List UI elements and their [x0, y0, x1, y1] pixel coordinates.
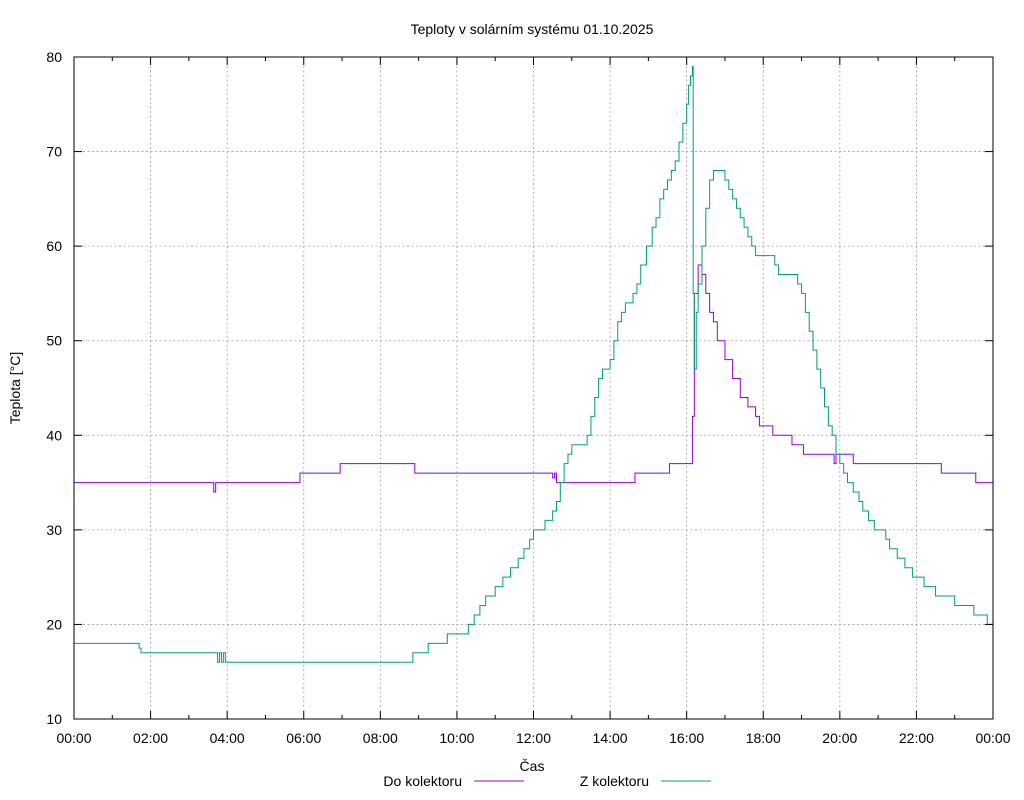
x-tick-label: 16:00	[669, 730, 704, 746]
y-tick-label: 80	[46, 49, 62, 65]
x-tick-label: 02:00	[133, 730, 168, 746]
y-tick-label: 40	[46, 427, 62, 443]
x-tick-label: 14:00	[593, 730, 628, 746]
y-tick-label: 20	[46, 616, 62, 632]
x-tick-label: 06:00	[286, 730, 321, 746]
legend-label-do-kolektoru: Do kolektoru	[383, 773, 462, 789]
x-tick-label: 00:00	[975, 730, 1010, 746]
y-tick-label: 70	[46, 144, 62, 160]
x-tick-label: 00:00	[56, 730, 91, 746]
y-tick-label: 10	[46, 711, 62, 727]
x-axis-label: Čas	[520, 758, 545, 774]
y-tick-label: 50	[46, 333, 62, 349]
x-tick-label: 04:00	[210, 730, 245, 746]
x-tick-label: 18:00	[746, 730, 781, 746]
axes: 10 20 30 40 50 60 70 80 00:00 02:00 04:00 06:00 08:0…	[46, 49, 1010, 746]
y-axis-label: Teplota [°C]	[7, 352, 23, 425]
x-tick-label: 08:00	[363, 730, 398, 746]
series-line-z-kolektoru	[74, 65, 993, 663]
y-tick-label: 30	[46, 522, 62, 538]
grid	[74, 57, 993, 719]
y-tick-label: 60	[46, 238, 62, 254]
legend: Do kolektoru Z kolektoru	[383, 773, 711, 789]
chart-title: Teploty v solárním systému 01.10.2025	[411, 21, 654, 37]
legend-label-z-kolektoru: Z kolektoru	[580, 773, 649, 789]
series-line-do-kolektoru	[74, 264, 993, 493]
x-tick-label: 22:00	[899, 730, 934, 746]
series-lines	[74, 65, 993, 663]
x-tick-label: 10:00	[439, 730, 474, 746]
x-tick-label: 20:00	[822, 730, 857, 746]
x-tick-label: 12:00	[516, 730, 551, 746]
